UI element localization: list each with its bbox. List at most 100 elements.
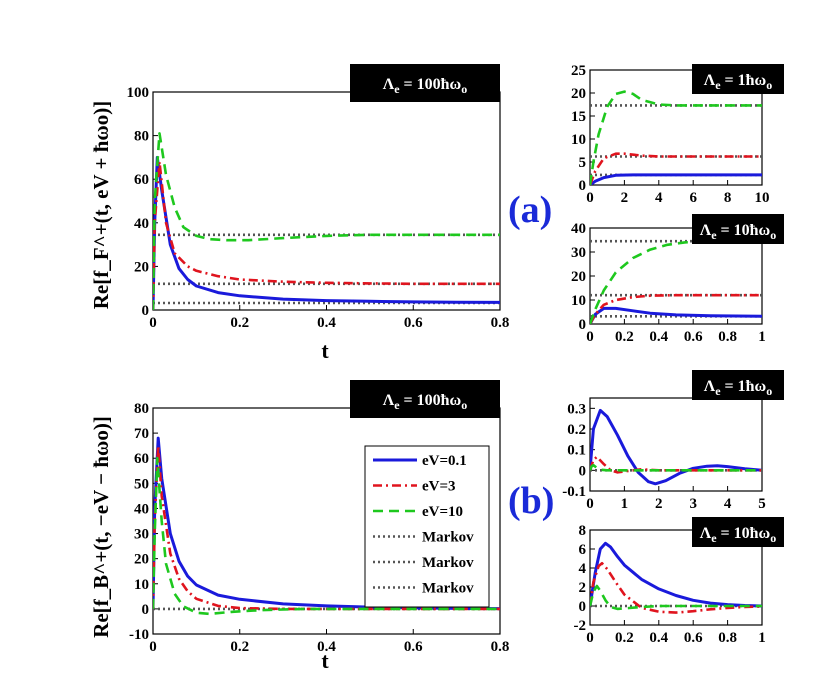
x-tick-label: 0.8 <box>491 315 510 331</box>
chart-title: Λe = 100ħωo <box>383 392 468 412</box>
y-tick-label: 4 <box>579 561 587 577</box>
chart-title: Λe = 100ħωo <box>383 76 468 96</box>
chart-title-box <box>350 64 500 102</box>
y-axis-label: Re[f_B^+(t, −eV − ħωo)] <box>89 416 113 638</box>
legend-label: eV=10 <box>422 504 463 520</box>
x-tick-label: 0.8 <box>491 639 510 655</box>
x-tick-label: 0.4 <box>649 329 668 345</box>
series-line-ev10 <box>590 90 762 185</box>
series-line-ev01 <box>590 408 762 486</box>
y-tick-label: -0.1 <box>562 484 586 500</box>
chart-title: Λe = 10ħωo <box>700 525 777 545</box>
x-tick-label: 1 <box>621 496 629 512</box>
chart-title-box <box>692 64 784 94</box>
x-tick-label: 0 <box>586 329 594 345</box>
series-line-ev3 <box>590 293 762 324</box>
chart-title: Λe = 1ħωo <box>704 378 773 398</box>
x-tick-label: 0.2 <box>615 630 634 646</box>
y-tick-label: 40 <box>134 501 149 517</box>
y-tick-label: 20 <box>571 269 586 285</box>
x-tick-label: 2 <box>621 190 629 206</box>
x-tick-label: 1 <box>758 329 766 345</box>
series-line-ev10 <box>153 132 500 310</box>
y-tick-label: 40 <box>134 216 149 232</box>
panel-tag-a: (a) <box>508 189 552 231</box>
x-tick-label: 0.2 <box>615 329 634 345</box>
y-tick-label: 0 <box>142 602 150 618</box>
y-tick-label: 100 <box>127 85 150 101</box>
chart-a_main: 0 0.2 0.4 0.6 0.8 0 20 40 60 80 100 Λe = 100ħωo t Re[… <box>89 64 509 363</box>
chart-title-box <box>350 380 500 418</box>
y-tick-label: 10 <box>134 577 149 593</box>
series-line-ev3 <box>153 160 500 310</box>
series-line-ev10 <box>153 456 500 616</box>
y-tick-label: -2 <box>574 618 587 634</box>
x-tick-label: 3 <box>689 496 697 512</box>
y-tick-label: 0.3 <box>567 401 586 417</box>
x-tick-label: 5 <box>758 496 766 512</box>
chart-title: Λe = 1ħωo <box>704 72 773 92</box>
legend-box <box>364 445 490 608</box>
x-tick-label: 2 <box>655 496 663 512</box>
y-tick-label: 0 <box>142 303 150 319</box>
y-tick-label: 0 <box>579 317 587 333</box>
y-tick-label: -10 <box>129 627 149 643</box>
series-line-ev3 <box>590 152 762 185</box>
x-tick-label: 4 <box>655 190 663 206</box>
y-tick-label: 20 <box>134 552 149 568</box>
x-tick-label: 0.4 <box>649 630 668 646</box>
x-tick-label: 0 <box>149 639 157 655</box>
x-tick-label: 0.6 <box>684 630 703 646</box>
x-tick-label: 0.4 <box>317 639 336 655</box>
y-tick-label: 60 <box>134 451 149 467</box>
x-tick-label: 8 <box>724 190 732 206</box>
legend-label: eV=3 <box>422 479 456 495</box>
y-tick-label: 60 <box>134 172 149 188</box>
plot-frame <box>589 69 763 186</box>
x-tick-label: 4 <box>724 496 732 512</box>
x-tick-label: 0.6 <box>684 329 703 345</box>
chart-b_inset1: 0 1 2 3 4 5-0.100.10.20.3Λe = 1ħωo <box>562 370 784 512</box>
y-tick-label: 40 <box>571 221 586 237</box>
legend-label: eV=0.1 <box>422 453 467 469</box>
x-tick-label: 0 <box>149 315 157 331</box>
y-tick-label: 8 <box>579 523 587 539</box>
x-tick-label: 0.8 <box>718 630 737 646</box>
y-tick-label: 0 <box>579 599 587 615</box>
series-line-ev3 <box>590 455 762 474</box>
y-tick-label: 30 <box>134 527 149 543</box>
series-line-ev10 <box>590 584 762 611</box>
y-tick-label: 5 <box>579 155 587 171</box>
legend-label: Markov <box>422 530 474 546</box>
x-tick-label: 0.2 <box>230 315 249 331</box>
y-tick-label: 0.2 <box>567 422 586 438</box>
x-tick-label: 0.4 <box>317 315 336 331</box>
legend-label: Markov <box>422 581 474 597</box>
x-tick-label: 0.8 <box>718 329 737 345</box>
chart-a_inset1: 0 2 4 6 8 10 0 5 10 15 20 25 Λe = 1ħωo <box>571 63 784 206</box>
plot-frame <box>152 91 501 311</box>
y-tick-label: 25 <box>571 63 586 79</box>
y-tick-label: 20 <box>571 86 586 102</box>
x-axis-label: t <box>321 648 329 673</box>
chart-title-box <box>692 370 784 400</box>
y-tick-label: 0 <box>579 178 587 194</box>
y-tick-label: 0 <box>579 463 587 479</box>
y-tick-label: 15 <box>571 109 586 125</box>
x-tick-label: 0 <box>586 630 594 646</box>
series-line-ev3 <box>590 561 762 614</box>
y-tick-label: 20 <box>134 259 149 275</box>
chart-title-box <box>692 517 784 547</box>
panel-tag-b: (b) <box>508 480 554 522</box>
x-tick-label: 1 <box>758 630 766 646</box>
y-tick-label: 2 <box>579 580 587 596</box>
x-axis-label: t <box>321 338 329 363</box>
x-tick-label: 0.2 <box>230 639 249 655</box>
x-tick-label: 0.6 <box>404 315 423 331</box>
y-tick-label: 80 <box>134 401 149 417</box>
y-axis-label: Re[f_F^+(t, eV + ħωo)] <box>89 101 113 310</box>
y-tick-label: 6 <box>579 542 587 558</box>
chart-title: Λe = 10ħωo <box>700 222 777 242</box>
